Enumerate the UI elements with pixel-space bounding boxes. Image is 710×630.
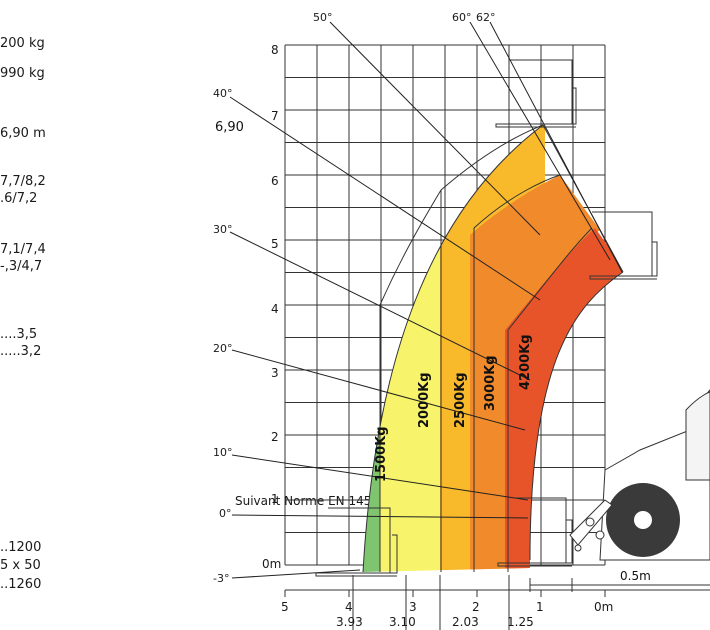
zone-label-4200kg: 4200Kg — [518, 334, 533, 390]
dimension-0-5m — [529, 578, 710, 592]
angle-line-30 — [229, 231, 531, 381]
angle-label-0: 0° — [219, 507, 232, 520]
angle-line-50 — [329, 21, 541, 236]
max-height-label: 6,90 — [215, 120, 244, 135]
angle-line-62 — [489, 21, 623, 273]
angle-line-60 — [469, 21, 611, 261]
angle-label-50: 50° — [313, 11, 333, 24]
zone-3000kg — [470, 175, 600, 572]
y-tick-label: 8 — [271, 43, 279, 57]
angle-line-10 — [231, 454, 529, 501]
spec-line: ..1260 — [0, 577, 42, 592]
x-sub-tick-label: 3.10 — [389, 615, 416, 629]
spec-line: 7,7/8,2 — [0, 174, 46, 189]
telehandler-illustration — [569, 389, 710, 561]
spec-line: .6/7,2 — [0, 191, 38, 206]
angle-label-30: 30° — [213, 223, 233, 236]
angle-label-20: 20° — [213, 342, 233, 355]
spec-line: ..1200 — [0, 540, 42, 555]
angle-line-0 — [231, 514, 529, 519]
fork-offset-label: 0.5m — [620, 569, 651, 583]
angle-label-60: 60° — [452, 11, 472, 24]
angle-line-20 — [231, 349, 526, 431]
boom-angle-lines — [229, 21, 623, 579]
spec-line: 5 x 50 — [0, 558, 41, 573]
fork-outline-ground — [497, 497, 573, 567]
zone-label-1500kg: 1500Kg — [374, 426, 389, 482]
angle-label-40: 40° — [213, 87, 233, 100]
y-tick-label: 7 — [271, 109, 279, 123]
angle-label-minus3: -3° — [213, 572, 229, 585]
spec-line: 990 kg — [0, 66, 45, 81]
x-sub-tick-label: 3.93 — [336, 615, 363, 629]
zone-label-2500kg: 2500Kg — [453, 372, 468, 428]
machine-cab — [685, 391, 710, 481]
x-tick-label: 2 — [472, 600, 480, 614]
zone-label-2000kg: 2000Kg — [417, 372, 432, 428]
load-zones — [363, 125, 623, 572]
spec-line: -,3/4,7 — [0, 259, 43, 274]
x-tick-label: 0m — [594, 600, 613, 614]
angle-label-62: 62° — [476, 11, 496, 24]
y-tick-label: 2 — [271, 430, 279, 444]
spec-line: 200 kg — [0, 36, 45, 51]
x-tick-label: 4 — [345, 600, 353, 614]
x-tick-label: 1 — [536, 600, 544, 614]
y-tick-label: 0m — [262, 557, 281, 571]
chart-grid — [284, 44, 710, 630]
x-sub-tick-label: 2.03 — [452, 615, 479, 629]
x-sub-tick-label: 1.25 — [507, 615, 534, 629]
y-tick-label: 1 — [271, 492, 279, 506]
x-tick-label: 5 — [281, 600, 289, 614]
spec-line: ....3,5 — [0, 327, 38, 342]
fork-outlines — [315, 59, 658, 577]
y-tick-label: 5 — [271, 237, 279, 251]
fork-outline-top — [495, 59, 577, 128]
zone-boundaries — [362, 124, 624, 573]
y-tick-label: 3 — [271, 366, 279, 380]
angle-line-minus3 — [231, 569, 361, 579]
y-tick-label: 4 — [271, 302, 279, 316]
y-tick-label: 6 — [271, 174, 279, 188]
spec-line: 6,90 m — [0, 126, 46, 141]
fork-outline-mid — [589, 211, 658, 280]
zone-label-3000kg: 3000Kg — [483, 355, 498, 411]
angle-label-10: 10° — [213, 446, 233, 459]
fork-outline-low — [315, 507, 398, 577]
x-tick-label: 3 — [409, 600, 417, 614]
angle-line-40 — [229, 96, 541, 301]
spec-line: .....3,2 — [0, 344, 42, 359]
spec-line: 7,1/7,4 — [0, 242, 46, 257]
